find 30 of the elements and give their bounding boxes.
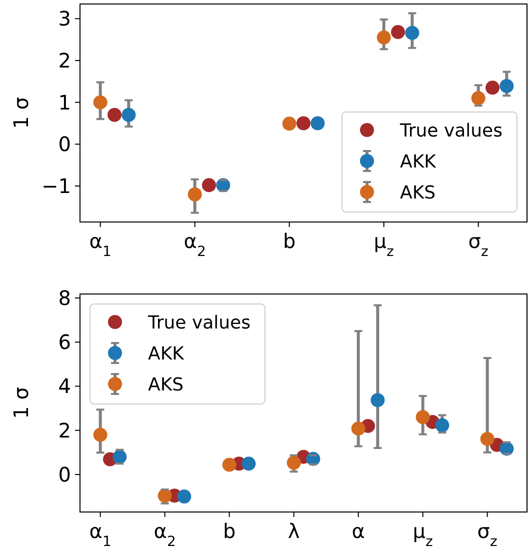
y-tick-label: 8 xyxy=(58,286,71,310)
legend-label: AKS xyxy=(400,182,436,204)
y-tick-label: −1 xyxy=(42,174,71,198)
y-tick-label: 0 xyxy=(58,462,71,486)
y-tick-label: 2 xyxy=(58,418,71,442)
x-tick-label: σ$_{z}$ xyxy=(468,229,488,260)
y-tick-label: 3 xyxy=(58,6,71,31)
y-tick-label: 2 xyxy=(58,48,71,72)
y-tick-label: 0 xyxy=(58,132,71,156)
x-tick-label: α xyxy=(352,519,365,543)
legend-label: AKS xyxy=(148,374,184,396)
y-tick-label: 6 xyxy=(58,330,71,354)
y-tick-label: 1 xyxy=(58,90,71,114)
x-tick-label: α$_{1}$ xyxy=(89,229,112,260)
x-tick-label: b xyxy=(282,229,296,253)
x-tick-label: α$_{2}$ xyxy=(154,519,176,550)
y-axis-title: 1 σ xyxy=(9,96,33,129)
x-tick-label: μ$_{z}$ xyxy=(374,229,394,260)
x-tick-label: α$_{2}$ xyxy=(184,229,206,260)
x-tick-label: λ xyxy=(288,519,300,543)
legend-label: AKK xyxy=(148,343,186,364)
legend-label: AKK xyxy=(400,151,438,172)
legend-label: True values xyxy=(399,120,502,142)
y-axis-title: 1 σ xyxy=(9,386,33,419)
legend-label: True values xyxy=(147,312,250,334)
x-tick-label: μ$_{z}$ xyxy=(412,519,433,550)
x-tick-label: α$_{1}$ xyxy=(89,519,112,550)
y-tick-label: 4 xyxy=(58,374,71,398)
x-tick-label: σ$_{z}$ xyxy=(477,519,498,550)
x-tick-label: b xyxy=(222,519,236,543)
